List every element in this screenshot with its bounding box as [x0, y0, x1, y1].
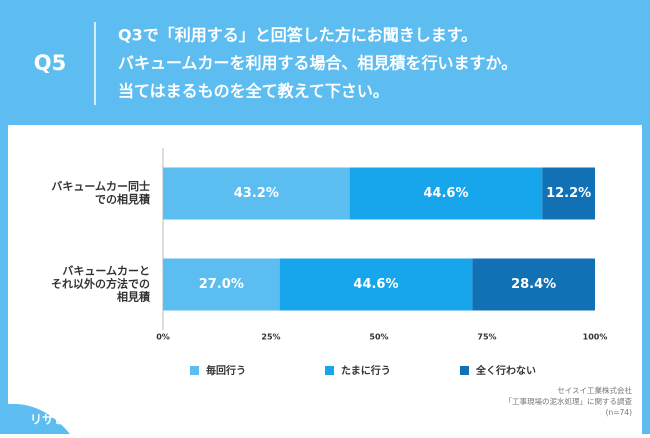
title-line: バキュームカーを利用する場合、相見積を行いますか。: [118, 54, 517, 73]
legend-label: 全く行わない: [475, 364, 536, 377]
source-note: 「工事現場の泥水処理」に関する調査: [505, 396, 633, 406]
x-tick-label: 75%: [477, 333, 496, 342]
value-label: 43.2%: [234, 186, 279, 201]
value-label: 28.4%: [511, 277, 556, 292]
y-tick-label: バキュームカー同士での相見積: [51, 179, 151, 206]
bar-segment: [163, 167, 350, 220]
title-line: 当てはまるものを全て教えて下さい。: [118, 82, 389, 101]
logo-shape: [0, 403, 70, 434]
legend-label: 毎回行う: [206, 364, 246, 377]
bar-segment: [472, 258, 595, 311]
x-tick-label: 100%: [583, 333, 608, 342]
source-note: (n=74): [606, 408, 633, 417]
value-label: 12.2%: [546, 186, 591, 201]
question-number: Q5: [34, 51, 66, 75]
value-label: 44.6%: [353, 277, 398, 292]
x-tick-label: 25%: [261, 333, 280, 342]
legend-swatch: [325, 366, 334, 375]
title-line: Q3で「利用する」と回答した方にお聞きします。: [118, 26, 477, 45]
x-tick-label: 0%: [156, 333, 170, 342]
bar-segment: [163, 258, 280, 311]
source-note: セイスイ工業株式会社: [557, 385, 632, 395]
legend-swatch: [190, 366, 199, 375]
legend-swatch: [460, 366, 469, 375]
bar-segment: [349, 167, 543, 220]
y-tick-label: バキュームカーとそれ以外の方法での相見積: [51, 265, 151, 304]
bar-segment: [542, 167, 595, 220]
value-label: 44.6%: [423, 186, 468, 201]
value-label: 27.0%: [199, 277, 244, 292]
x-tick-label: 50%: [369, 333, 388, 342]
logo: リサピー: [30, 413, 78, 427]
legend-label: たまに行う: [341, 364, 391, 377]
bar-segment: [279, 258, 473, 311]
